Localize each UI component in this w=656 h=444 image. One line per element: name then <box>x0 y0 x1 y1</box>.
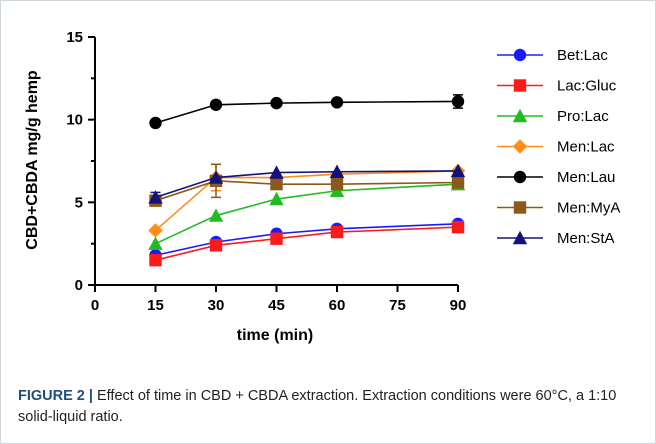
legend-item: Men:Lac <box>497 139 615 156</box>
legend-marker <box>513 170 527 184</box>
legend-marker <box>512 139 528 154</box>
legend: Bet:Lac Lac:Gluc Pro:Lac Men:Lac Men:Lau Men:… <box>497 47 620 247</box>
data-point <box>330 177 344 191</box>
caption-label: FIGURE 2 | <box>18 388 93 404</box>
legend-label: Men:StA <box>557 230 615 247</box>
series-men-lac <box>148 163 466 238</box>
y-tick-label: 10 <box>66 112 83 129</box>
data-point <box>269 165 284 179</box>
legend-label: Men:Lac <box>557 139 615 156</box>
caption-text: Effect of time in CBD + CBDA extraction.… <box>18 388 617 425</box>
chart: 0 15 30 45 60 75 90 0 5 10 15 time (min) CBD+CBDA … <box>24 29 620 344</box>
data-point <box>451 95 465 108</box>
data-point <box>208 170 224 184</box>
data-point <box>209 239 223 252</box>
data-point <box>330 96 344 109</box>
y-tick-label: 5 <box>75 194 83 211</box>
data-point <box>451 220 465 234</box>
x-tick-label: 15 <box>147 297 164 314</box>
y-axis-title: CBD+CBDA mg/g hemp <box>24 70 41 250</box>
data-point <box>149 116 162 130</box>
legend-item: Men:StA <box>497 230 615 247</box>
legend-marker <box>513 79 527 92</box>
data-point <box>148 236 163 250</box>
x-tick-label: 30 <box>208 297 225 314</box>
series-line <box>155 226 459 261</box>
data-point <box>330 225 344 239</box>
legend-item: Bet:Lac <box>497 47 608 64</box>
legend-marker <box>513 48 527 62</box>
data-point <box>148 190 163 204</box>
series-men-lau <box>149 94 465 130</box>
legend-item: Men:MyA <box>497 200 620 217</box>
x-axis-title: time (min) <box>237 327 313 344</box>
legend-label: Pro:Lac <box>557 108 609 125</box>
data-point <box>451 176 465 189</box>
data-point <box>269 191 284 206</box>
x-tick-label: 45 <box>268 297 285 314</box>
figure-caption: FIGURE 2 | Effect of time in CBD + CBDA … <box>18 386 638 428</box>
series-men-sta <box>148 163 466 204</box>
legend-marker <box>512 108 528 123</box>
legend-item: Pro:Lac <box>497 108 609 125</box>
series-line <box>154 170 459 232</box>
x-tick-label: 90 <box>450 297 467 314</box>
data-point <box>149 254 162 267</box>
data-point <box>450 163 466 178</box>
data-point <box>209 98 223 111</box>
legend-label: Bet:Lac <box>557 47 608 64</box>
legend-item: Men:Lau <box>497 169 615 186</box>
legend-item: Lac:Gluc <box>497 78 617 95</box>
legend-label: Men:MyA <box>557 200 620 217</box>
series-line <box>155 100 459 124</box>
data-point <box>208 208 224 222</box>
data-point <box>270 96 283 110</box>
series-lac-gluc <box>149 220 465 267</box>
data-point <box>148 223 163 238</box>
plot-area: 0 15 30 45 60 75 90 0 5 10 15 <box>66 29 466 314</box>
legend-marker <box>513 201 527 214</box>
x-tick-label: 75 <box>389 297 406 314</box>
data-point <box>270 232 283 245</box>
y-tick-label: 0 <box>75 277 83 294</box>
y-tick-label: 15 <box>66 29 83 46</box>
x-tick-label: 60 <box>329 297 346 314</box>
legend-label: Lac:Gluc <box>557 78 617 95</box>
data-point <box>329 164 345 178</box>
legend-label: Men:Lau <box>557 169 615 186</box>
data-point <box>270 177 283 191</box>
legend-marker <box>512 230 528 245</box>
x-tick-label: 0 <box>91 297 99 314</box>
